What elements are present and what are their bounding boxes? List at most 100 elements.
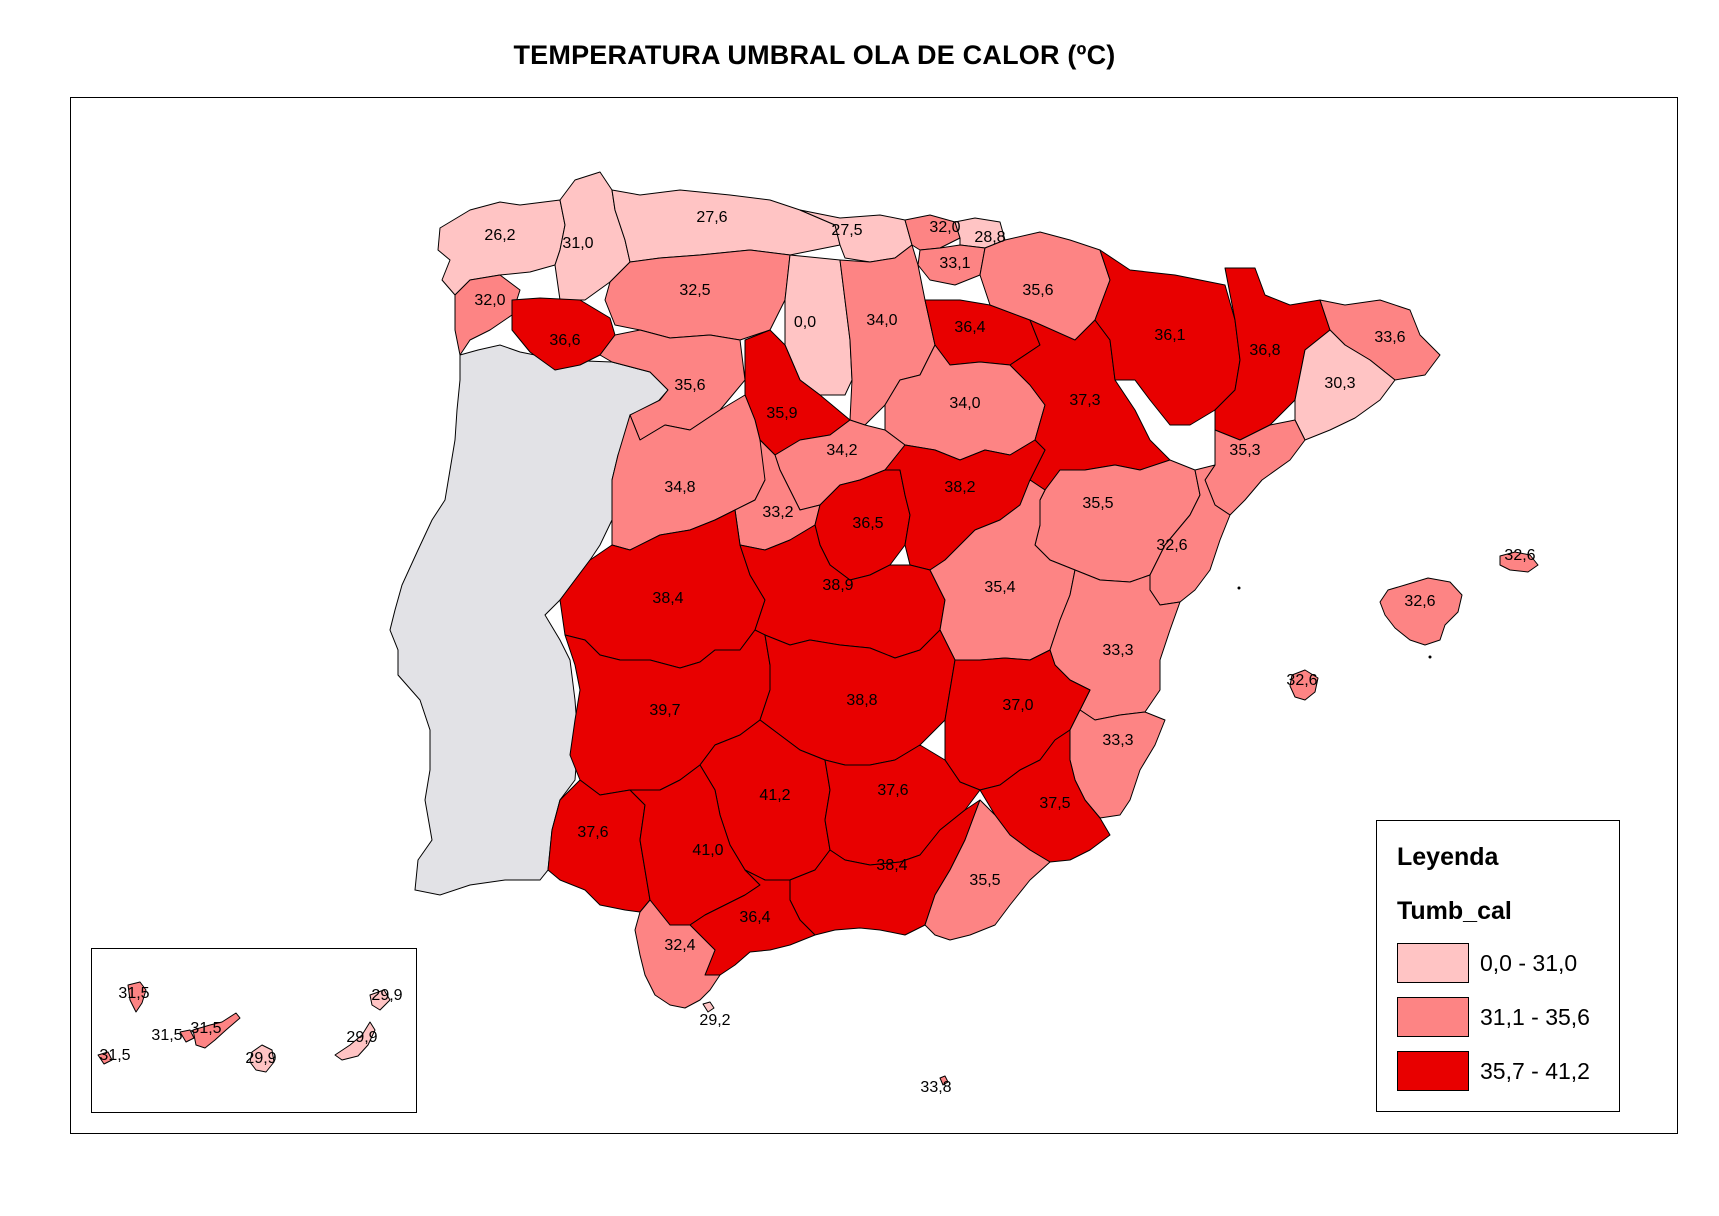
province-value-label: 30,3 (1324, 375, 1355, 392)
province-value-label: 34,2 (826, 442, 857, 459)
canary-value-label: 29,9 (245, 1050, 276, 1067)
canary-value-label: 29,9 (346, 1029, 377, 1046)
canary-region (369, 989, 391, 1011)
province-region (924, 799, 1051, 941)
province-region (547, 779, 651, 913)
legend-label-mid: 31,1 - 35,6 (1480, 1004, 1590, 1030)
province-value-label: 35,5 (969, 872, 1000, 889)
province-value-label: 36,4 (739, 909, 770, 926)
province-value-label: 36,5 (852, 515, 883, 532)
province-value-label: 33,8 (920, 1079, 951, 1096)
province-value-label: 27,5 (831, 222, 862, 239)
legend-label-low: 0,0 - 31,0 (1480, 950, 1578, 976)
canary-region (334, 1021, 376, 1061)
legend-swatch-mid (1397, 997, 1469, 1037)
canary-value-label: 31,5 (118, 985, 149, 1002)
province-region (939, 1075, 949, 1086)
legend-field-name: Tumb_cal (1397, 897, 1512, 925)
province-value-label: 41,0 (692, 842, 723, 859)
legend-class-mid: 31,1 - 35,6 (1397, 997, 1612, 1037)
canary-region (97, 1051, 113, 1065)
province-value-label: 32,6 (1156, 537, 1187, 554)
province-value-label: 35,9 (766, 405, 797, 422)
province-value-label: 37,0 (1002, 697, 1033, 714)
province-region (611, 189, 841, 263)
map-title: TEMPERATURA UMBRAL OLA DE CALOR (ºC) (513, 40, 1116, 70)
map-frame (70, 97, 1678, 1134)
province-value-label: 34,0 (949, 395, 980, 412)
province-value-label: 31,0 (562, 235, 593, 252)
province-value-label: 33,3 (1102, 732, 1133, 749)
legend-swatch-low (1397, 943, 1469, 983)
province-region (1094, 249, 1241, 426)
province-region (1379, 577, 1463, 646)
legend-label-high: 35,7 - 41,2 (1480, 1058, 1590, 1084)
province-value-label: 32,6 (1286, 672, 1317, 689)
province-value-label: 26,2 (484, 227, 515, 244)
province-value-label: 38,4 (876, 857, 907, 874)
province-value-label: 39,7 (649, 702, 680, 719)
province-region (1289, 669, 1319, 701)
province-value-label: 32,0 (474, 292, 505, 309)
province-value-label: 37,6 (577, 824, 608, 841)
province-value-label: 37,3 (1069, 392, 1100, 409)
province-value-label: 33,1 (939, 255, 970, 272)
canary-value-label: 31,5 (99, 1047, 130, 1064)
province-region (702, 1001, 715, 1013)
province-value-label: 35,4 (984, 579, 1015, 596)
legend-title: Leyenda (1397, 843, 1499, 871)
province-value-label: 32,4 (664, 937, 695, 954)
province-region (454, 274, 521, 356)
province-value-label: 32,5 (679, 282, 710, 299)
canary-region (249, 1044, 275, 1073)
province-value-label: 36,1 (1154, 327, 1185, 344)
province-region (437, 199, 566, 296)
province-value-label: 34,0 (866, 312, 897, 329)
legend: Leyenda Tumb_cal 0,0 - 31,0 31,1 - 35,6 … (1376, 820, 1620, 1112)
province-value-label: 37,6 (877, 782, 908, 799)
province-value-label: 32,6 (1504, 547, 1535, 564)
province-value-label: 33,2 (762, 504, 793, 521)
province-value-label: 29,2 (699, 1012, 730, 1029)
canary-region (127, 981, 147, 1013)
province-value-label: 27,6 (696, 209, 727, 226)
canary-islands-inset (91, 948, 417, 1113)
province-value-label: 35,6 (1022, 282, 1053, 299)
province-region (904, 214, 961, 251)
province-value-label: 36,8 (1249, 342, 1280, 359)
province-value-label: 36,6 (549, 332, 580, 349)
province-value-label: 35,5 (1082, 495, 1113, 512)
canary-region (192, 1012, 241, 1049)
province-value-label: 38,8 (846, 692, 877, 709)
legend-class-high: 35,7 - 41,2 (1397, 1051, 1612, 1091)
regions-layer (97, 171, 1539, 1086)
province-region (1214, 267, 1331, 441)
province-value-label: 0,0 (794, 314, 816, 331)
province-value-label: 33,3 (1102, 642, 1133, 659)
province-value-label: 35,3 (1229, 442, 1260, 459)
province-region (1149, 464, 1231, 606)
canary-value-label: 31,5 (190, 1020, 221, 1037)
legend-class-low: 0,0 - 31,0 (1397, 943, 1612, 983)
canary-region (179, 1029, 195, 1043)
province-value-label: 33,6 (1374, 329, 1405, 346)
province-region (1499, 551, 1539, 573)
labels-layer: 26,2 31,0 27,6 27,5 32,0 28,833,1 32,0 32,5 0,0 3… (99, 209, 1535, 1096)
canary-value-label: 31,5 (151, 1027, 182, 1044)
province-region (634, 899, 721, 1009)
province-value-label: 37,5 (1039, 795, 1070, 812)
province-value-label: 36,4 (954, 319, 985, 336)
province-value-label: 35,6 (674, 377, 705, 394)
province-value-label: 38,4 (652, 590, 683, 607)
legend-swatch-high (1397, 1051, 1469, 1091)
province-value-label: 28,8 (974, 229, 1005, 246)
province-value-label: 38,2 (944, 479, 975, 496)
islet-dot (1428, 655, 1432, 659)
province-region (1204, 419, 1306, 516)
province-value-label: 41,2 (759, 787, 790, 804)
province-value-label: 32,0 (929, 219, 960, 236)
province-value-label: 38,9 (822, 577, 853, 594)
province-value-label: 34,8 (664, 479, 695, 496)
province-region (689, 869, 816, 976)
